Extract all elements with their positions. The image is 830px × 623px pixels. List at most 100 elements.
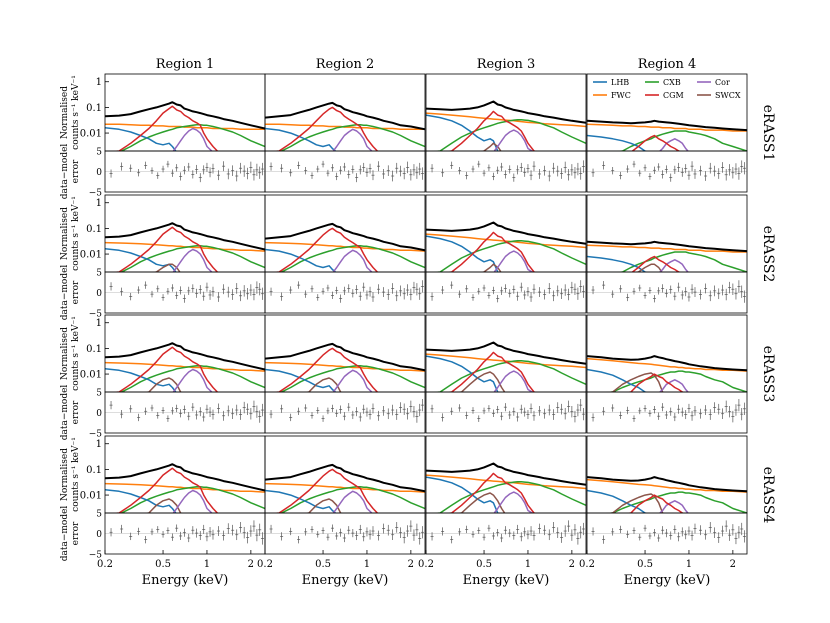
series-cxb-line (119, 245, 265, 272)
residual-ylabel-line1: data−model (60, 506, 70, 562)
spectrum-curves (105, 222, 265, 272)
series-cor-line (493, 250, 534, 272)
series-lhb-line (265, 489, 337, 513)
y-tick-label: 0.01 (80, 250, 102, 261)
spectrum-frame (586, 194, 748, 273)
series-cgm-line (270, 106, 379, 151)
series-cgm-line (270, 347, 379, 392)
series-lhb-line (426, 476, 501, 513)
y-tick-label: 1 (96, 198, 102, 209)
spectrum-curves (105, 463, 265, 513)
residual-tick-label: 0 (96, 409, 102, 419)
legend-label-cxb: CXB (663, 78, 681, 87)
series-lhb-line (105, 489, 177, 513)
series-cgm-line (110, 346, 219, 392)
spectrum-curves (426, 221, 586, 272)
series-data-line (265, 463, 425, 493)
residual-points (109, 281, 264, 303)
y-tick-label: 0.01 (80, 491, 102, 502)
series-cgm-line (270, 468, 379, 513)
residual-points (591, 398, 746, 423)
residual-tick-label: 5 (96, 389, 102, 399)
row-titles: eRASS1 eRASS2 eRASS3 eRASS4 (760, 105, 776, 524)
panel-r4-c3 (425, 435, 587, 555)
spectrum-curves (265, 463, 425, 513)
panel-r2-c3 (425, 194, 587, 314)
spectrum-frame (104, 194, 266, 273)
x-tick-label: 0.2 (257, 559, 273, 570)
series-lhb-line (426, 355, 501, 392)
spectrum-frame (104, 435, 266, 514)
series-lhb-line (587, 255, 649, 272)
series-data-line (426, 341, 586, 365)
panel-r2-c2 (264, 194, 426, 314)
series-data-line (426, 100, 586, 124)
legend-label-fwc: FWC (611, 91, 631, 100)
series-lhb-line (105, 248, 177, 272)
residual-tick-label: 0 (96, 168, 102, 178)
panel-r3-c3 (425, 314, 587, 434)
spectrum-frame (425, 194, 587, 273)
series-data-line (265, 101, 425, 131)
series-lhb-line (587, 368, 649, 392)
spectrum-frame (264, 314, 426, 393)
spectrum-ylabel-line1: Normalised (60, 327, 70, 380)
column-title: Region 2 (316, 57, 375, 72)
series-cgm-line (110, 226, 219, 272)
series-cgm-line (631, 255, 682, 272)
spectrum-curves (105, 101, 265, 151)
series-data-line (105, 342, 265, 371)
spectrum-frame (264, 194, 426, 273)
residual-frame (425, 512, 587, 555)
x-axis-labels: 0.2 0.5 1 2 Energy (keV) 0.2 0.5 1 2 Energy (keV)… (97, 550, 736, 588)
x-tick-label: 0.5 (637, 559, 653, 570)
series-data-line (265, 222, 425, 252)
residual-points (430, 160, 585, 182)
residual-points (430, 398, 585, 423)
series-swcx-line (455, 492, 506, 513)
spectrum-frame (425, 73, 587, 152)
y-tick-label: 0.01 (80, 129, 102, 140)
series-cgm-line (110, 105, 219, 151)
spectrum-curves (587, 355, 747, 392)
series-cxb-line (119, 124, 265, 151)
residual-points (109, 520, 264, 545)
series-lhb-line (265, 248, 337, 272)
panel-r1-c4 (586, 73, 748, 193)
x-tick-label: 0.5 (476, 559, 492, 570)
panel-r1-c1: 1 0.1 0.01 5 0 −5 (80, 73, 266, 199)
residual-points (109, 160, 264, 183)
panel-r3-c1: 1 0.1 0.01 5 0 −5 (80, 314, 266, 440)
series-data-line (105, 101, 265, 130)
residual-points (269, 520, 424, 545)
x-tick-label: 1 (525, 559, 531, 570)
series-cxb-line (279, 486, 425, 513)
series-cxb-line (616, 130, 747, 151)
spectrum-ylabel-line1: Normalised (60, 207, 70, 260)
spectrum-ylabel-line1: Normalised (60, 448, 70, 501)
series-cgm-line (625, 373, 685, 392)
x-tick-label: 2 (569, 559, 575, 570)
residual-frame (586, 512, 748, 555)
series-swcx-line (605, 372, 666, 392)
residual-ylabel-line2: error (71, 280, 81, 304)
series-cor-line (658, 259, 689, 272)
series-cor-line (493, 370, 534, 392)
spectrum-ylabel-line2: counts s⁻¹ keV⁻¹ (71, 196, 81, 271)
residual-frame (264, 150, 426, 193)
spectrum-ylabel-line2: counts s⁻¹ keV⁻¹ (71, 316, 81, 391)
panel-r3-c2 (264, 314, 426, 434)
series-cxb-line (279, 365, 425, 392)
series-lhb-line (105, 127, 177, 151)
residual-tick-label: −5 (89, 310, 103, 320)
series-cor-line (332, 490, 373, 513)
series-lhb-line (265, 368, 337, 392)
panel-grid: 10.10.0150−510.10.0150−510.10.0150−510.1… (80, 73, 748, 561)
y-tick-label: 0.1 (86, 103, 102, 114)
spectrum-frame (586, 314, 748, 393)
series-data-line (265, 342, 425, 372)
x-tick-label: 0.2 (418, 559, 434, 570)
spectrum-frame (425, 435, 587, 514)
